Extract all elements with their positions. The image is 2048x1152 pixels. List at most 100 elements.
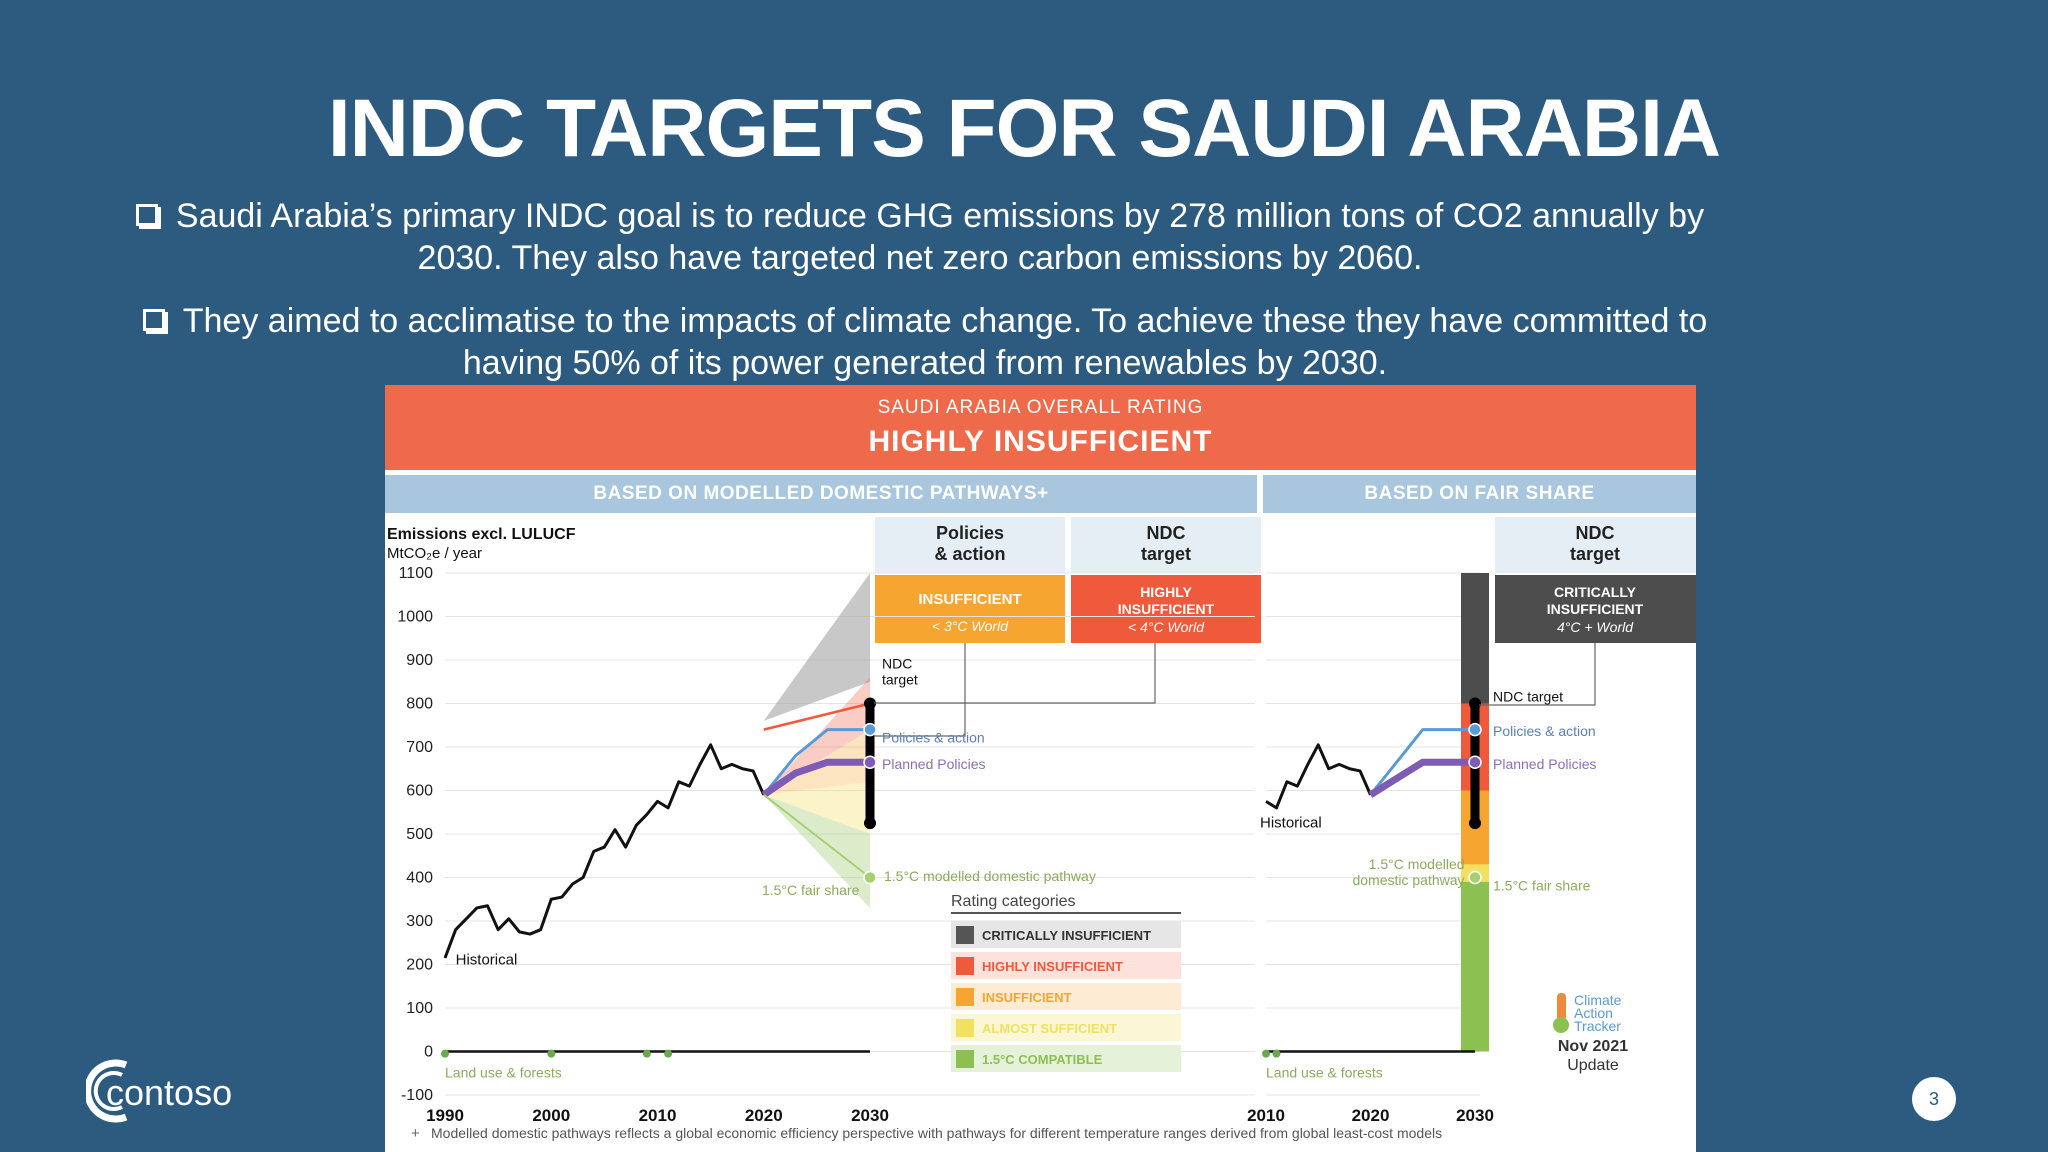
rating-legend-row — [951, 1045, 1181, 1072]
series-line — [762, 728, 870, 796]
range-whisker-right-top — [1469, 697, 1481, 710]
fair-share-rating-bar — [1461, 573, 1489, 704]
label-ndc-target: target — [882, 672, 918, 688]
slide-title: INDC TARGETS FOR SAUDI ARABIA — [327, 83, 1721, 174]
y-tick-label: 800 — [406, 696, 433, 713]
range-whisker-left-top — [864, 697, 876, 710]
y-tick-label: 600 — [406, 783, 433, 800]
rating-legend-row — [951, 952, 1181, 979]
footnote: Modelled domestic pathways reflects a gl… — [431, 1125, 1442, 1141]
x-tick-label: 2020 — [1352, 1106, 1390, 1125]
banner-subtitle: SAUDI ARABIA OVERALL RATING — [877, 397, 1204, 418]
col-ndc-right-line2: target — [1570, 544, 1620, 564]
label-policies-action-right: Policies & action — [1493, 723, 1596, 739]
rating-legend-swatch — [956, 1019, 974, 1037]
section-modelled-pathways: BASED ON MODELLED DOMESTIC PATHWAYS+ — [385, 475, 1257, 513]
rating-legend-label: ALMOST SUFFICIENT — [982, 1021, 1117, 1036]
badge-ndc-right-line3: 4°C + World — [1557, 619, 1634, 635]
label-fair-share: 1.5°C fair share — [762, 882, 860, 898]
badge-ndc-line3: < 4°C World — [1128, 619, 1205, 635]
col-ndc-line1: NDC — [1147, 523, 1186, 543]
badge-ndc-line1: HIGHLY — [1140, 584, 1192, 600]
y-tick-label: 200 — [406, 957, 433, 974]
col-policies-line2: & action — [934, 544, 1005, 564]
rating-legend-row — [951, 1014, 1181, 1041]
fair-share-rating-bar — [1461, 881, 1489, 1052]
badge-connector — [1479, 643, 1596, 706]
rating-legend-swatch — [956, 1050, 974, 1068]
section-left-label: BASED ON MODELLED DOMESTIC PATHWAYS — [593, 483, 1037, 504]
land-use-point — [1272, 1049, 1281, 1058]
climate-action-tracker-logo: Climate Action Tracker — [1553, 992, 1622, 1034]
x-tick-label: 2030 — [851, 1106, 889, 1125]
x-tick-label: 2000 — [532, 1106, 570, 1125]
page-number: 3 — [1912, 1077, 1956, 1121]
series-line — [443, 743, 766, 959]
label-ndc-target: NDC — [882, 656, 912, 672]
pathway-marker — [863, 870, 877, 885]
label-historical-right: Historical — [1260, 814, 1322, 831]
update-date: Nov 2021 — [1558, 1038, 1628, 1055]
col-ndc-line2: target — [1141, 544, 1191, 564]
rating-legend-label: 1.5°C COMPATIBLE — [982, 1052, 1103, 1067]
fair-share-marker — [1468, 870, 1482, 885]
policies-marker — [863, 722, 877, 737]
x-tick-label: 2030 — [1456, 1106, 1494, 1125]
cat-logo-line2: Action — [1574, 1005, 1613, 1021]
badge-policies-line2: < 3°C World — [932, 618, 1009, 634]
badge-ndc-line2: INSUFFICIENT — [1118, 601, 1215, 617]
bullet-1: Saudi Arabia’s primary INDC goal is to r… — [110, 195, 1730, 279]
planned-marker — [863, 755, 877, 769]
land-use-point — [664, 1049, 673, 1058]
label-historical: Historical — [456, 952, 518, 969]
y-tick-label: 500 — [406, 826, 433, 843]
label-planned-policies-right: Planned Policies — [1493, 756, 1597, 772]
emissions-chart: Policies & action NDC target NDC target … — [387, 517, 1696, 1142]
range-whisker-right-bottom — [1469, 817, 1481, 830]
land-use-point — [441, 1049, 449, 1058]
x-tick-label: 2020 — [745, 1106, 783, 1125]
label-modelled-pathway-right: 1.5°C modelled — [1369, 856, 1465, 872]
x-tick-label: 1990 — [426, 1106, 464, 1125]
y-tick-label: 1000 — [397, 609, 433, 626]
y-tick-label: -100 — [401, 1087, 433, 1104]
rating-legend-swatch — [956, 926, 974, 944]
policies-marker — [1468, 722, 1482, 737]
rating-legend-title: Rating categories — [951, 893, 1076, 910]
checkbox-bullet-icon — [135, 204, 158, 226]
badge-connector — [874, 643, 966, 737]
rating-legend-swatch — [956, 957, 974, 975]
badge-policies-line1: INSUFFICIENT — [918, 591, 1021, 608]
label-fair-share-right: 1.5°C fair share — [1493, 878, 1591, 894]
rating-legend-label: HIGHLY INSUFFICIENT — [982, 959, 1123, 974]
range-whisker-left-bottom — [864, 817, 876, 830]
badge-critically-insufficient — [1495, 575, 1696, 643]
footnote-mark: + — [411, 1125, 420, 1142]
rating-legend-label: INSUFFICIENT — [982, 990, 1072, 1005]
badge-ndc-right-line2: INSUFFICIENT — [1547, 601, 1644, 617]
section-fair-share: BASED ON FAIR SHARE — [1263, 475, 1696, 513]
rating-legend-row — [951, 983, 1181, 1010]
rating-legend-swatch — [956, 988, 974, 1006]
label-land-use: Land use & forests — [445, 1065, 562, 1081]
series-line — [763, 702, 871, 731]
logo-text: contoso — [106, 1072, 232, 1113]
label-modelled-pathway-right: domestic pathway — [1352, 872, 1464, 888]
section-left-mark: + — [1037, 483, 1049, 504]
x-tick-label: 2010 — [639, 1106, 677, 1125]
series-line — [1265, 743, 1372, 810]
band-almost-sufficient — [763, 781, 870, 834]
badge-insufficient — [875, 575, 1065, 643]
y-tick-label: 300 — [406, 913, 433, 930]
label-modelled-pathway: 1.5°C modelled domestic pathway — [884, 868, 1096, 884]
col-ndc-right-line1: NDC — [1576, 523, 1615, 543]
band-insufficient — [763, 729, 870, 795]
series-line — [763, 794, 871, 879]
col-policies-line1: Policies — [936, 523, 1004, 543]
badge-ndc-right-line1: CRITICALLY — [1554, 584, 1637, 600]
badge-highly-insufficient — [1071, 575, 1261, 643]
y-axis-unit: MtCO₂e / year — [387, 545, 482, 562]
bullet-2: They aimed to acclimatise to the impacts… — [100, 300, 1750, 384]
contoso-logo: contoso — [86, 1059, 232, 1123]
band-highly-insufficient — [763, 677, 870, 795]
